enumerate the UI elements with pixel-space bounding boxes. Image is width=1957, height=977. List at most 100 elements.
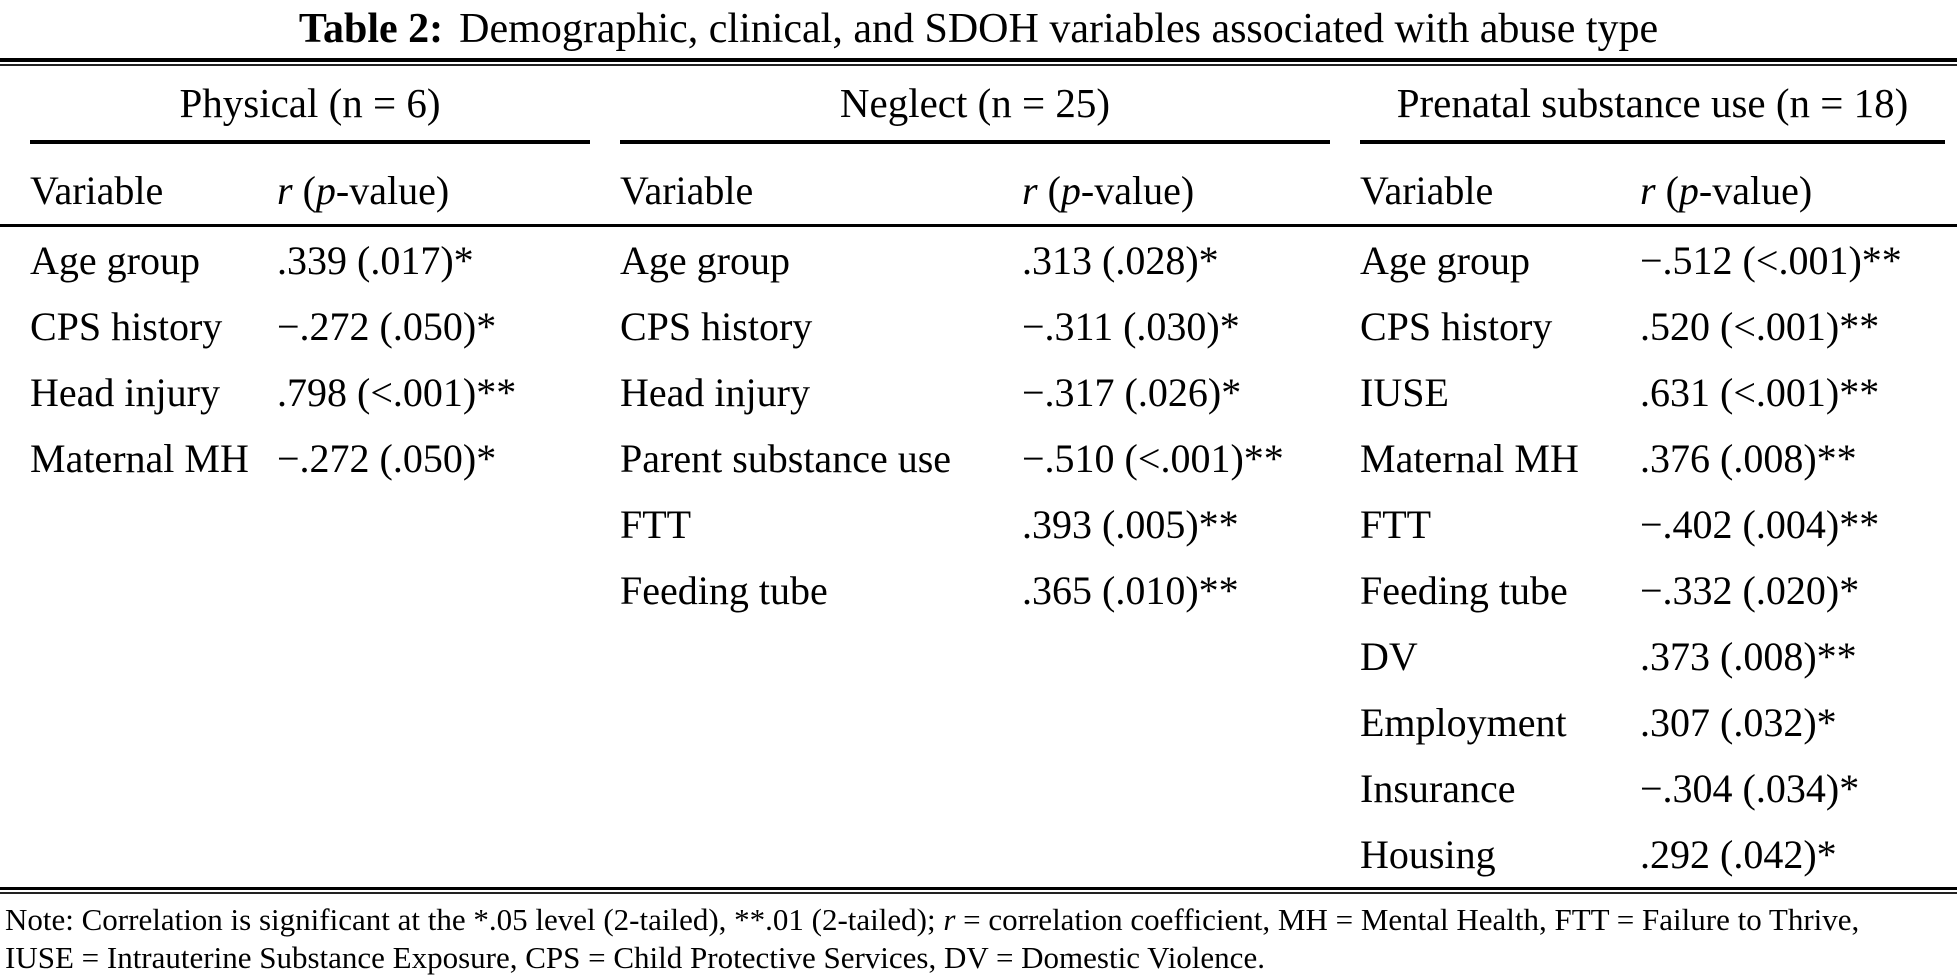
variable-cell: Age group: [620, 237, 790, 283]
table-row: Feeding tube .365 (.010)**: [620, 557, 1330, 623]
r-p-value-cell: .798 (<.001)**: [277, 369, 517, 415]
r-p-value-column-header: r (p-value): [1022, 167, 1330, 214]
column-header-row: Variable r (p-value): [1360, 144, 1945, 224]
table-row: Employment .307 (.032)*: [1360, 689, 1945, 755]
table-row: Parent substance use −.510 (<.001)**: [620, 425, 1330, 491]
r-p-value-cell: −.332 (.020)*: [1640, 567, 1860, 613]
column-header-band: Variable r (p-value) Variable r (p-value…: [0, 144, 1957, 224]
variable-cell: Feeding tube: [620, 567, 828, 613]
table-row: FTT −.402 (.004)**: [1360, 491, 1945, 557]
r-p-value-cell: −.317 (.026)*: [1022, 369, 1242, 415]
table-row: Age group .313 (.028)*: [620, 227, 1330, 293]
table-title-text: Demographic, clinical, and SDOH variable…: [459, 6, 1659, 52]
table-row: IUSE .631 (<.001)**: [1360, 359, 1945, 425]
group-header-physical: Physical (n = 6): [30, 66, 590, 144]
variable-cell: IUSE: [1360, 369, 1449, 415]
variable-cell: CPS history: [1360, 303, 1553, 349]
variable-cell: Head injury: [30, 369, 220, 415]
variable-column-header: Variable: [30, 168, 164, 213]
r-p-value-column-header: r (p-value): [277, 167, 590, 214]
note-text: = correlation coefficient, MH = Mental H…: [955, 902, 1860, 937]
p-symbol: p: [315, 168, 336, 213]
variable-cell: CPS history: [620, 303, 813, 349]
value-suffix-text: -value): [335, 168, 450, 213]
variable-cell: Feeding tube: [1360, 567, 1568, 613]
r-p-value-cell: .631 (<.001)**: [1640, 369, 1880, 415]
physical-rows: Age group .339 (.017)* CPS history −.272…: [30, 227, 590, 887]
r-p-value-cell: −.311 (.030)*: [1022, 303, 1240, 349]
table-row: DV .373 (.008)**: [1360, 623, 1945, 689]
table-row: CPS history −.311 (.030)*: [620, 293, 1330, 359]
r-p-value-cell: .393 (.005)**: [1022, 501, 1239, 547]
table-row: CPS history .520 (<.001)**: [1360, 293, 1945, 359]
r-p-value-cell: .339 (.017)*: [277, 237, 474, 283]
r-symbol: r: [277, 168, 293, 213]
table-row: Age group .339 (.017)*: [30, 227, 590, 293]
r-p-value-cell: −.510 (<.001)**: [1022, 435, 1284, 481]
p-symbol: p: [1678, 168, 1699, 213]
table-row: Head injury .798 (<.001)**: [30, 359, 590, 425]
p-symbol: p: [1060, 168, 1081, 213]
variable-cell: Insurance: [1360, 765, 1516, 811]
value-suffix-text: -value): [1080, 168, 1195, 213]
variable-cell: DV: [1360, 633, 1418, 679]
top-rule: [0, 58, 1957, 66]
r-p-value-cell: −.272 (.050)*: [277, 303, 497, 349]
paren-text: (: [1655, 168, 1679, 213]
note-text: Note: Correlation is significant at the …: [5, 902, 944, 937]
variable-cell: Head injury: [620, 369, 810, 415]
r-p-value-cell: .292 (.042)*: [1640, 831, 1837, 877]
r-p-value-cell: −.304 (.034)*: [1640, 765, 1860, 811]
table-row: Age group −.512 (<.001)**: [1360, 227, 1945, 293]
footer-rule: [0, 887, 1957, 894]
r-symbol: r: [943, 902, 956, 937]
data-band: Age group .339 (.017)* CPS history −.272…: [0, 227, 1957, 887]
variable-cell: Maternal MH: [1360, 435, 1579, 481]
r-p-value-cell: −.512 (<.001)**: [1640, 237, 1902, 283]
table-row: Feeding tube −.332 (.020)*: [1360, 557, 1945, 623]
group-header-prenatal: Prenatal substance use (n = 18): [1360, 66, 1945, 144]
variable-cell: Maternal MH: [30, 435, 249, 481]
variable-cell: FTT: [620, 501, 692, 547]
header-rule: [0, 224, 1957, 227]
table-number-label: Table 2:: [298, 6, 444, 52]
table-row: CPS history −.272 (.050)*: [30, 293, 590, 359]
r-p-value-cell: .520 (<.001)**: [1640, 303, 1880, 349]
paren-text: (: [292, 168, 316, 213]
note-line-1: Note: Correlation is significant at the …: [5, 901, 1957, 939]
variable-cell: CPS history: [30, 303, 223, 349]
variable-cell: Housing: [1360, 831, 1496, 877]
r-p-value-cell: −.402 (.004)**: [1640, 501, 1880, 547]
neglect-rows: Age group .313 (.028)* CPS history −.311…: [620, 227, 1330, 887]
r-p-value-cell: .313 (.028)*: [1022, 237, 1219, 283]
variable-cell: Age group: [1360, 237, 1530, 283]
r-symbol: r: [1640, 168, 1656, 213]
variable-cell: FTT: [1360, 501, 1432, 547]
table-note: Note: Correlation is significant at the …: [0, 894, 1957, 977]
r-p-value-cell: −.272 (.050)*: [277, 435, 497, 481]
value-suffix-text: -value): [1698, 168, 1813, 213]
variable-cell: Parent substance use: [620, 435, 952, 481]
variable-cell: Age group: [30, 237, 200, 283]
r-p-value-cell: .307 (.032)*: [1640, 699, 1837, 745]
variable-column-header: Variable: [1360, 168, 1494, 213]
variable-column-header: Variable: [620, 168, 754, 213]
group-header-band: Physical (n = 6) Neglect (n = 25) Prenat…: [0, 66, 1957, 144]
table-row: Insurance −.304 (.034)*: [1360, 755, 1945, 821]
column-header-row: Variable r (p-value): [620, 144, 1330, 224]
group-header-neglect: Neglect (n = 25): [620, 66, 1330, 144]
table-row: Head injury −.317 (.026)*: [620, 359, 1330, 425]
r-p-value-cell: .376 (.008)**: [1640, 435, 1857, 481]
r-symbol: r: [1022, 168, 1038, 213]
r-p-value-cell: .365 (.010)**: [1022, 567, 1239, 613]
variable-cell: Employment: [1360, 699, 1567, 745]
table-row: FTT .393 (.005)**: [620, 491, 1330, 557]
table-title: Table 2: Demographic, clinical, and SDOH…: [0, 0, 1957, 58]
r-p-value-cell: .373 (.008)**: [1640, 633, 1857, 679]
table-row: Maternal MH .376 (.008)**: [1360, 425, 1945, 491]
prenatal-rows: Age group −.512 (<.001)** CPS history .5…: [1360, 227, 1945, 887]
table-row: Housing .292 (.042)*: [1360, 821, 1945, 887]
table-row: Maternal MH −.272 (.050)*: [30, 425, 590, 491]
note-line-2: IUSE = Intrauterine Substance Exposure, …: [5, 940, 1265, 975]
